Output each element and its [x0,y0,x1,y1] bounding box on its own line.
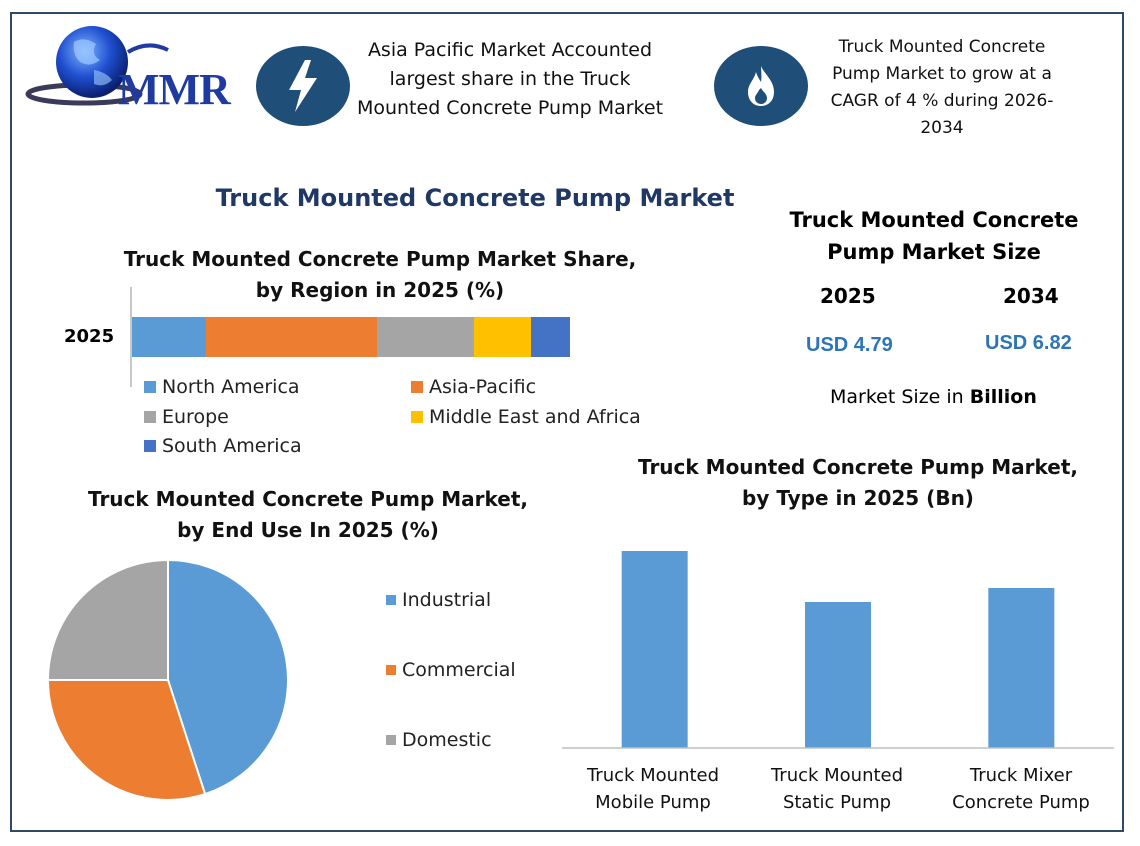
legend-middle-east-africa: Middle East and Africa [411,406,641,428]
region-chart-title: Truck Mounted Concrete Pump Market Share… [123,247,637,302]
legend-swatch [144,381,156,393]
legend-europe: Europe [144,406,229,428]
region-segment-asia-pacific [206,317,378,357]
legend-swatch [386,595,396,605]
region-axis-line [130,287,132,387]
type-chart-title: Truck Mounted Concrete Pump Market, by T… [638,455,1078,510]
region-highlight-text: Asia Pacific Market Accounted largest sh… [356,39,664,119]
type-bar-1 [621,551,688,748]
type-label-mixer-pump: Truck Mixer Concrete Pump [952,765,1090,813]
market-size-year-2025: 2025 [820,284,876,308]
pie-slice-domestic [46,558,169,681]
legend-commercial: Commercial [386,659,516,681]
legend-swatch [386,735,396,745]
flame-icon [748,66,774,106]
legend-domestic: Domestic [386,729,492,751]
type-bar-2 [805,602,871,748]
flame-badge [714,46,808,126]
legend-asia-pacific: Asia-Pacific [411,376,536,398]
legend-swatch [144,411,156,423]
market-size-value-2034: USD 6.82 [985,332,1072,354]
region-segment-north-america [132,317,207,357]
pie-slice-commercial [46,679,207,801]
legend-south-america: South America [144,435,302,457]
globe-logo-icon [25,26,169,106]
type-label-mobile-pump: Truck Mounted Mobile Pump [586,765,720,813]
market-size-title: Truck Mounted Concrete Pump Market Size [789,208,1079,264]
pie-slice-industrial [167,558,289,796]
main-title: Truck Mounted Concrete Pump Market [215,184,735,212]
legend-swatch [411,381,423,393]
market-size-year-2034: 2034 [1003,284,1059,308]
legend-swatch [386,665,396,675]
lightning-badge [256,46,350,126]
type-bar-chart [562,551,1114,749]
region-stacked-bar [132,317,570,357]
region-segment-middle-east-and-africa [473,317,531,357]
market-size-unit: Market Size in Billion [830,386,1037,408]
end-use-pie-chart [46,558,289,801]
legend-industrial: Industrial [386,589,491,611]
logo-text: MMR [118,65,231,114]
legend-north-america: North America [144,376,300,398]
region-segment-europe [377,317,474,357]
lightning-icon [289,60,317,112]
region-year-label: 2025 [64,326,115,347]
infographic-frame [10,12,1124,832]
end-use-chart-title: Truck Mounted Concrete Pump Market, by E… [88,487,528,542]
legend-swatch [411,411,423,423]
type-bar-3 [988,588,1055,748]
region-segment-south-america [530,317,570,357]
mmr-logo: MMR [24,22,234,114]
cagr-highlight-text: Truck Mounted Concrete Pump Market to gr… [830,37,1054,138]
type-label-static-pump: Truck Mounted Static Pump [770,765,904,813]
legend-swatch [144,440,156,452]
market-size-value-2025: USD 4.79 [806,334,893,356]
